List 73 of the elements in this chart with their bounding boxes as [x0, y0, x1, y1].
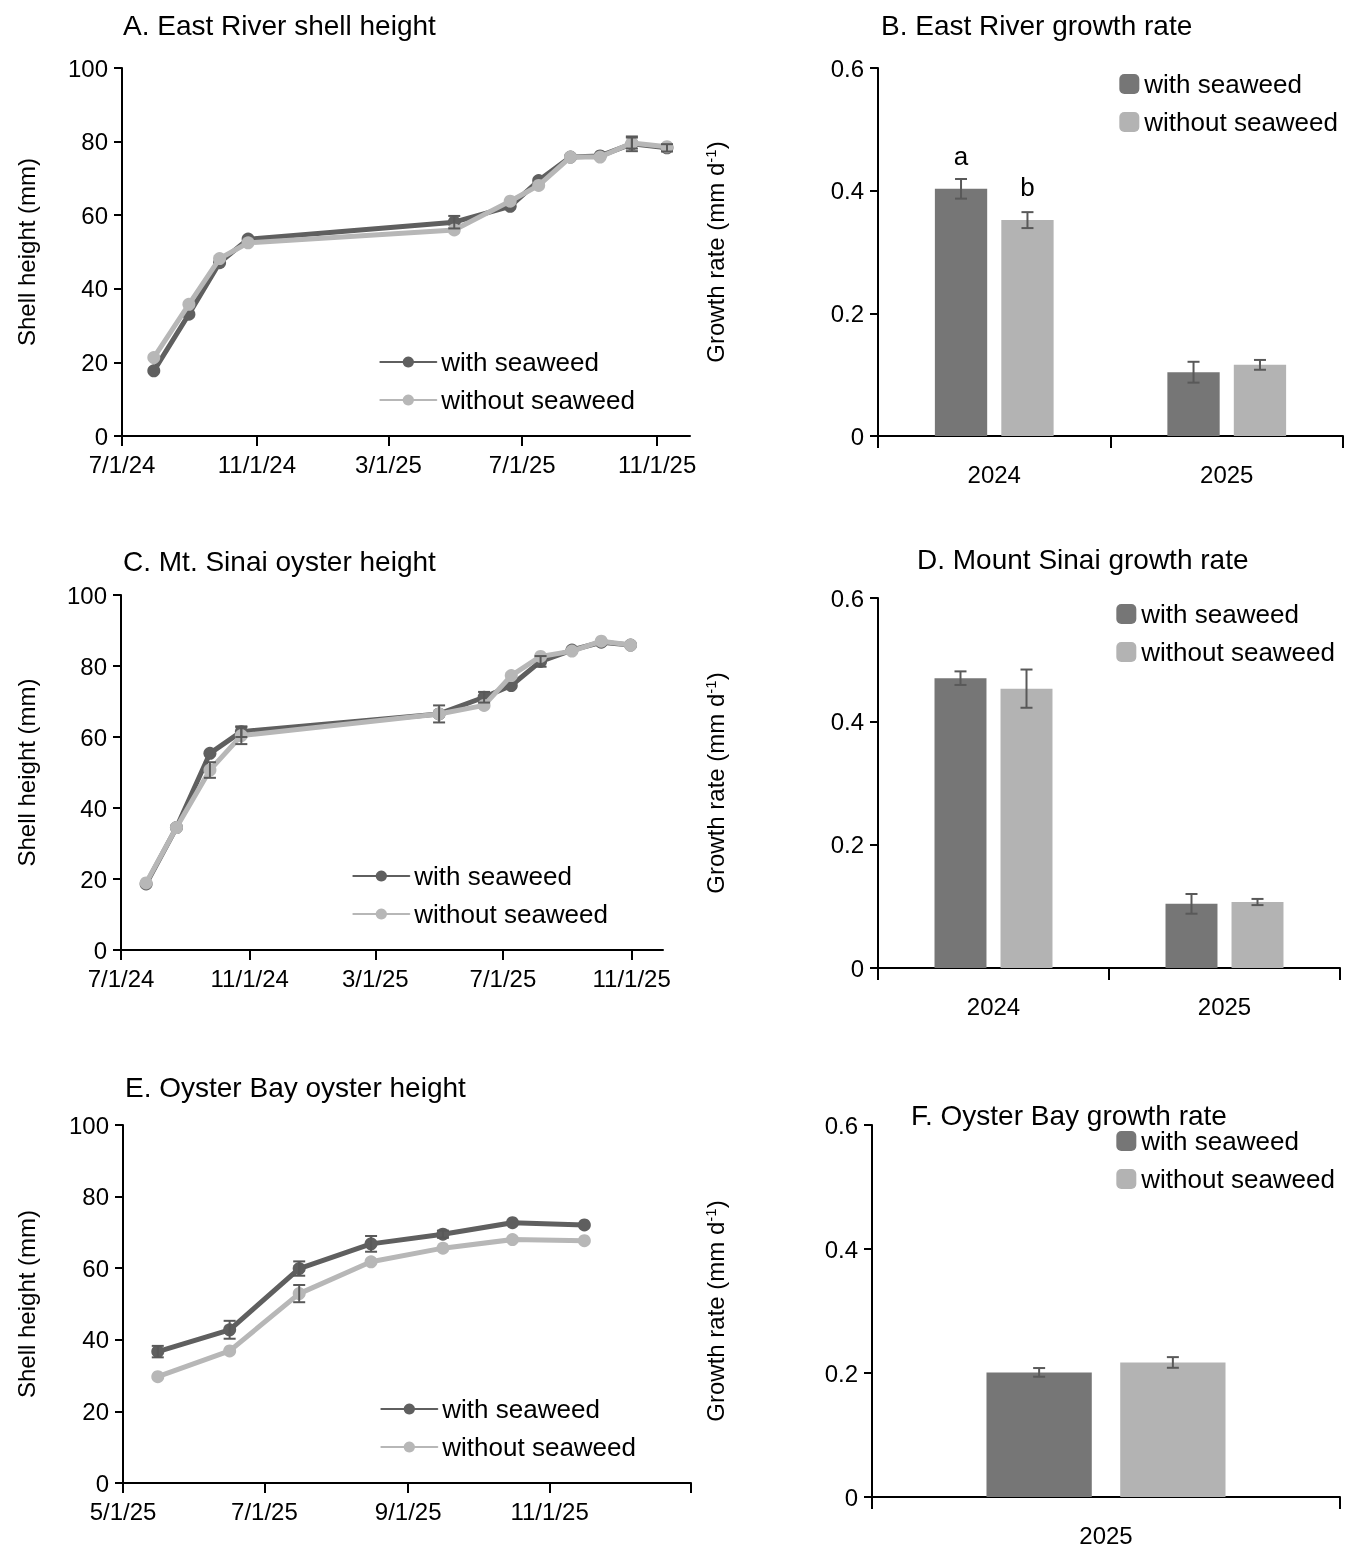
legend-label: with seaweed	[1140, 599, 1299, 629]
x-tick-label: 3/1/25	[355, 450, 422, 478]
y-tick-label: 0.4	[830, 177, 864, 205]
x-tick-label: 2025	[1200, 460, 1254, 488]
chart-title: B. East River growth rate	[881, 9, 1193, 41]
y-axis-title: Growth rate (mm d-1)	[702, 141, 729, 363]
legend-label: without seaweed	[1140, 1164, 1336, 1194]
x-tick-label: 7/1/25	[469, 964, 537, 992]
y-tick-label: 0	[94, 422, 108, 450]
y-tick-label: 40	[82, 1326, 109, 1354]
legend-label: without seaweed	[413, 899, 609, 929]
legend-label: with seaweed	[440, 347, 599, 377]
chart-title: C. Mt. Sinai oyster height	[123, 545, 437, 577]
chart-title: E. Oyster Bay oyster height	[125, 1071, 467, 1103]
legend-label: without seaweed	[441, 1432, 637, 1462]
annotation: b	[1020, 172, 1035, 203]
legend-label: without seaweed	[440, 385, 636, 415]
legend-label: with seaweed	[413, 861, 572, 891]
y-tick-label: 0	[95, 1469, 109, 1497]
y-tick-label: 100	[68, 1111, 109, 1139]
y-tick-label: 0.2	[830, 299, 864, 327]
x-tick-label: 11/1/25	[510, 1497, 589, 1525]
chart-title: D. Mount Sinai growth rate	[917, 543, 1249, 575]
y-axis-title: Growth rate (mm d-1)	[702, 672, 729, 894]
y-tick-label: 80	[80, 652, 107, 680]
y-tick-label: 80	[82, 1183, 109, 1211]
annotation: a	[953, 140, 969, 171]
y-tick-label: 0	[93, 936, 107, 964]
legend-label: with seaweed	[1143, 69, 1302, 99]
x-tick-label: 11/1/24	[217, 450, 297, 478]
y-axis-title: Shell height (mm)	[12, 157, 40, 347]
x-tick-label: 7/1/25	[231, 1497, 298, 1525]
y-axis-title: Shell height (mm)	[12, 1209, 40, 1399]
y-tick-label: 20	[81, 348, 108, 376]
x-tick-label: 2024	[966, 992, 1021, 1020]
y-tick-label: 60	[80, 723, 107, 751]
legend-label: without seaweed	[1143, 107, 1339, 137]
y-tick-label: 80	[81, 128, 108, 156]
y-axis-title: Shell height (mm)	[12, 678, 40, 867]
y-tick-label: 0.2	[830, 831, 864, 859]
y-tick-label: 60	[81, 201, 108, 229]
x-tick-label: 7/1/25	[488, 450, 556, 478]
x-tick-label: 5/1/25	[89, 1497, 157, 1525]
y-tick-label: 0.4	[824, 1235, 858, 1263]
y-tick-label: 20	[82, 1397, 109, 1425]
legend-label: with seaweed	[441, 1394, 600, 1424]
x-tick-label: 7/1/24	[87, 964, 155, 992]
y-tick-label: 40	[80, 794, 107, 822]
y-tick-label: 100	[66, 581, 107, 609]
y-tick-label: 0	[850, 954, 864, 982]
x-tick-label: 9/1/25	[374, 1497, 442, 1525]
x-tick-label: 11/1/25	[617, 450, 697, 478]
y-tick-label: 40	[81, 275, 108, 303]
chart-title: A. East River shell height	[123, 9, 437, 41]
y-tick-label: 0.6	[830, 54, 864, 82]
y-tick-label: 100	[67, 54, 108, 82]
x-tick-label: 3/1/25	[341, 964, 409, 992]
y-tick-label: 0.4	[830, 707, 864, 735]
x-tick-label: 7/1/24	[88, 450, 156, 478]
y-tick-label: 0.2	[824, 1359, 858, 1387]
legend-label: without seaweed	[1140, 637, 1336, 667]
x-tick-label: 2025	[1079, 1521, 1133, 1549]
y-tick-label: 0.6	[824, 1111, 858, 1139]
y-tick-label: 0	[850, 422, 864, 450]
y-tick-label: 0	[844, 1483, 858, 1511]
x-tick-label: 2024	[967, 460, 1021, 488]
x-tick-label: 11/1/25	[592, 964, 671, 992]
y-tick-label: 0.6	[830, 584, 864, 612]
y-tick-label: 60	[82, 1254, 109, 1282]
x-tick-label: 2025	[1197, 992, 1252, 1020]
y-tick-label: 20	[80, 865, 107, 893]
y-axis-title: Growth rate (mm d-1)	[702, 1200, 729, 1422]
x-tick-label: 11/1/24	[210, 964, 289, 992]
